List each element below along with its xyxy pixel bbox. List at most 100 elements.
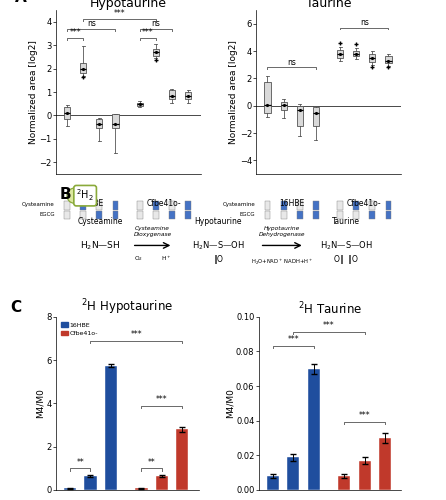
Bar — [369, 211, 375, 220]
Text: ***: *** — [323, 322, 335, 330]
PathPatch shape — [80, 62, 86, 74]
PathPatch shape — [281, 102, 287, 110]
Bar — [308, 369, 320, 490]
Text: B: B — [59, 188, 71, 202]
PathPatch shape — [297, 106, 303, 126]
Bar — [64, 211, 70, 220]
PathPatch shape — [185, 92, 191, 99]
Bar — [338, 476, 351, 490]
PathPatch shape — [264, 82, 271, 112]
Text: ***: *** — [287, 335, 299, 344]
PathPatch shape — [337, 50, 343, 58]
Text: Hypotaurine
Dehydrogenase: Hypotaurine Dehydrogenase — [259, 226, 306, 236]
PathPatch shape — [385, 56, 392, 64]
Text: C: C — [10, 300, 21, 314]
Title: Taurine: Taurine — [306, 0, 351, 10]
Bar — [264, 201, 270, 210]
Text: ***: *** — [359, 412, 371, 420]
PathPatch shape — [313, 107, 319, 126]
Text: ns: ns — [360, 18, 369, 27]
Text: Cysteamine: Cysteamine — [22, 202, 55, 207]
Bar — [80, 211, 86, 220]
Bar — [64, 488, 76, 490]
Text: ***: *** — [69, 28, 81, 37]
PathPatch shape — [369, 54, 376, 62]
Bar — [369, 201, 375, 210]
Bar — [353, 201, 359, 210]
Y-axis label: M4/M0: M4/M0 — [36, 388, 45, 418]
Bar — [386, 211, 392, 220]
Text: A: A — [15, 0, 27, 6]
Text: Hypotaurine: Hypotaurine — [194, 217, 242, 226]
Bar — [337, 201, 343, 210]
Bar — [153, 201, 159, 210]
Y-axis label: Normalized area [log2]: Normalized area [log2] — [229, 40, 238, 144]
Legend: 16HBE, Cfbe41o-: 16HBE, Cfbe41o- — [59, 320, 100, 339]
Text: $\|$O: $\|$O — [213, 253, 224, 266]
Y-axis label: M4/M0: M4/M0 — [226, 388, 235, 418]
Bar — [84, 476, 96, 490]
Text: O$\|$  $\|$O: O$\|$ $\|$O — [333, 253, 359, 266]
Bar — [176, 430, 188, 490]
Bar — [313, 211, 319, 220]
Text: ns: ns — [87, 19, 96, 28]
Bar — [156, 476, 168, 490]
Text: 16HBE: 16HBE — [279, 198, 304, 207]
PathPatch shape — [153, 48, 159, 56]
Bar — [264, 211, 270, 220]
Bar — [185, 211, 191, 220]
Bar — [137, 211, 143, 220]
Y-axis label: Normalized area [log2]: Normalized area [log2] — [29, 40, 38, 144]
Text: ***: *** — [114, 10, 125, 18]
Bar — [353, 211, 359, 220]
Text: Cysteamine
Dioxygenase: Cysteamine Dioxygenase — [133, 226, 172, 236]
Bar — [313, 201, 319, 210]
Text: H$_2$N—S—OH: H$_2$N—S—OH — [192, 239, 244, 252]
Text: Cysteamine: Cysteamine — [78, 217, 124, 226]
Text: ***: *** — [131, 330, 142, 339]
Bar — [112, 211, 118, 220]
Text: Taurine: Taurine — [332, 217, 360, 226]
PathPatch shape — [136, 102, 143, 106]
Bar — [386, 201, 392, 210]
Bar — [185, 201, 191, 210]
Text: $^{2}$H$_{2}$: $^{2}$H$_{2}$ — [76, 188, 94, 204]
Text: ***: *** — [156, 395, 168, 404]
Text: O$_2$: O$_2$ — [134, 254, 143, 263]
Title: $^{2}$H Taurine: $^{2}$H Taurine — [298, 300, 362, 317]
Text: Cysteamine: Cysteamine — [223, 202, 256, 207]
Bar — [297, 201, 303, 210]
Bar — [267, 476, 279, 490]
Bar — [112, 201, 118, 210]
PathPatch shape — [353, 51, 359, 57]
Text: 16HBE: 16HBE — [78, 198, 104, 207]
Bar — [281, 201, 286, 210]
Text: ns: ns — [151, 19, 160, 28]
Bar — [379, 438, 391, 490]
Bar — [96, 211, 102, 220]
Bar — [64, 201, 70, 210]
Text: **: ** — [76, 458, 84, 466]
Text: ***: *** — [142, 28, 153, 37]
Bar — [281, 211, 286, 220]
PathPatch shape — [169, 90, 175, 99]
Bar — [169, 201, 175, 210]
PathPatch shape — [112, 114, 119, 128]
Text: Cfbe41o-: Cfbe41o- — [347, 198, 382, 207]
Title: $^{2}$H Hypotaurine: $^{2}$H Hypotaurine — [81, 297, 173, 317]
Text: **: ** — [148, 458, 156, 466]
Bar — [137, 201, 143, 210]
Bar — [80, 201, 86, 210]
Text: ns: ns — [287, 58, 296, 67]
Text: H$^+$: H$^+$ — [161, 254, 172, 263]
Text: Cfbe41o-: Cfbe41o- — [147, 198, 181, 207]
PathPatch shape — [64, 108, 70, 119]
Bar — [287, 457, 299, 490]
Bar — [337, 211, 343, 220]
Text: EGCG: EGCG — [39, 212, 55, 218]
Bar — [96, 201, 102, 210]
PathPatch shape — [96, 119, 103, 128]
Text: H$_2$N—SH: H$_2$N—SH — [80, 239, 121, 252]
Text: H$_2$O+NAD$^+$ NADH+H$^+$: H$_2$O+NAD$^+$ NADH+H$^+$ — [251, 257, 314, 267]
Bar — [359, 460, 371, 490]
